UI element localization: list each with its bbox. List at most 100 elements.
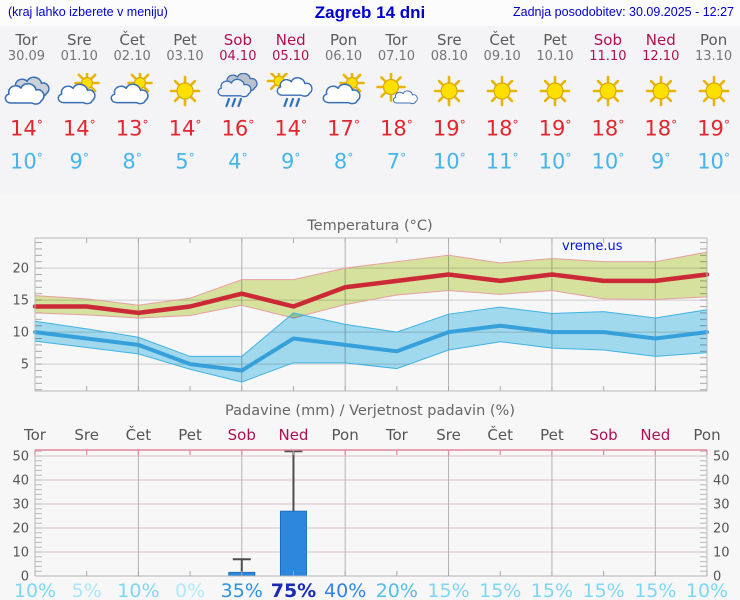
min-temp: 10° [10, 149, 43, 174]
degree-symbol: ° [188, 150, 195, 165]
location-menu-note: (kraj lahko izberete v meniju) [8, 5, 168, 19]
day-name: Sre [437, 31, 462, 49]
weather-icon-cell [317, 70, 370, 109]
day-date: 06.10 [324, 49, 363, 64]
precip-y-tick-label-right: 20 [713, 522, 730, 537]
min-temp: 5° [175, 149, 195, 174]
day-date: 04.10 [219, 49, 257, 64]
day-date: 05.10 [272, 49, 310, 64]
precip-y-tick-label-left: 30 [12, 498, 29, 513]
max-temp: 18° [380, 116, 413, 141]
min-temp: 10° [432, 149, 466, 174]
degree-symbol: ° [512, 118, 519, 132]
degree-symbol: ° [618, 150, 625, 165]
max-temp: 14° [168, 116, 202, 141]
precip-day-label: Čet [126, 425, 152, 444]
sun-icon-part [698, 75, 729, 107]
precip-day-label: Sob [228, 426, 256, 444]
sunny-icon [169, 75, 201, 107]
degree-symbol: ° [618, 118, 625, 132]
day-date: 02.10 [113, 49, 151, 64]
page-title: Zagreb 14 dni [314, 3, 426, 22]
sunny-icon [539, 75, 571, 107]
precip-day-label: Ned [278, 426, 308, 444]
forecast-day: Pon 13.10 19° 10° [687, 32, 740, 174]
temp-y-tick-label: 20 [12, 262, 29, 277]
precip-y-tick-label-left: 0 [21, 570, 29, 585]
max-temp: 14° [62, 116, 96, 141]
day-name: Tor [385, 31, 408, 49]
forecast-day: Sob 04.10 16° 4° [211, 32, 264, 174]
degree-symbol: ° [400, 150, 407, 165]
min-range-band [35, 307, 707, 383]
weather-icon-cell [106, 70, 159, 109]
sun-rain-icon [266, 68, 313, 108]
forecast-day: Sob 11.10 18° 10° [581, 32, 634, 174]
min-temp: 10° [697, 149, 731, 174]
precip-probability-label: 10% [686, 580, 728, 600]
min-temp: 10° [591, 149, 625, 174]
precip-y-tick-label-left: 40 [12, 474, 29, 489]
sun-icon-part [592, 75, 624, 107]
degree-symbol: ° [241, 150, 248, 165]
sun-icon-part [433, 75, 465, 107]
precip-probability-label: 15% [634, 580, 676, 600]
degree-symbol: ° [135, 150, 142, 165]
cloud-icon-part [5, 82, 46, 105]
temperature-chart: 5 10 15 20 [12, 237, 710, 392]
precip-probability-label: 15% [582, 580, 624, 600]
degree-symbol: ° [664, 150, 671, 165]
day-date: 03.10 [166, 49, 204, 64]
forecast-day: Ned 12.10 18° 9° [634, 32, 687, 174]
day-name: Čet [489, 31, 515, 49]
forecast-day: Pon 06.10 17° 8° [317, 32, 370, 174]
header: (kraj lahko izberete v meniju) Zagreb 14… [0, 0, 740, 26]
sun-icon-part [539, 75, 571, 107]
degree-symbol: ° [195, 118, 202, 132]
precip-day-label: Sre [436, 426, 461, 444]
degree-symbol: ° [565, 150, 572, 165]
degree-symbol: ° [406, 118, 413, 132]
precip-y-tick-label-right: 50 [713, 450, 730, 465]
day-date: 07.10 [377, 49, 416, 64]
max-temp: 16° [221, 116, 255, 141]
sunny-icon [645, 75, 677, 107]
day-name: Sre [66, 31, 92, 49]
degree-symbol: ° [301, 118, 308, 132]
precip-probability-label: 0% [175, 580, 205, 600]
sunny-icon [698, 75, 729, 107]
day-date: 11.10 [589, 49, 627, 64]
day-name: Pon [329, 31, 358, 49]
weather-icon-cell [370, 72, 423, 109]
vreme-us-watermark[interactable]: vreme.us [562, 239, 623, 254]
precip-chart-title: Padavine (mm) / Verjetnost padavin (%) [225, 403, 515, 419]
max-temp: 19° [432, 116, 466, 141]
degree-symbol: ° [565, 118, 572, 132]
precip-day-label: Tor [23, 426, 47, 444]
weather-icon-cell [0, 73, 53, 109]
temp-y-tick-label: 15 [12, 294, 29, 309]
day-name: Pet [173, 31, 197, 49]
precip-day-label: Čet [487, 425, 513, 444]
weather-icon-cell [211, 72, 264, 109]
precip-probability-label: 15% [479, 580, 521, 600]
precip-y-tick-label-left: 10 [12, 546, 29, 561]
weather-icon-cell [159, 73, 212, 109]
forecast-day: Čet 02.10 13° 8° [106, 32, 159, 174]
precip-day-label: Sre [74, 426, 99, 444]
precip-probability-label: 5% [72, 580, 102, 600]
weather-icon-cell [423, 73, 476, 109]
mostly-sunny-icon [376, 72, 419, 105]
sun-icon-part [486, 75, 518, 107]
day-date: 08.10 [430, 49, 468, 64]
sunny-icon [486, 75, 518, 107]
forecast-day: Sre 08.10 19° 10° [423, 32, 476, 174]
degree-symbol: ° [89, 118, 96, 132]
partly-cloudy-icon [322, 70, 365, 105]
precip-day-label: Pet [540, 426, 564, 444]
forecast-day: Sre 01.10 14° 9° [53, 32, 106, 174]
max-temp: 19° [538, 116, 572, 141]
max-temp-line [32, 272, 710, 316]
precip-y-tick-label-right: 0 [713, 570, 721, 585]
cloud-icon-part [393, 90, 419, 105]
